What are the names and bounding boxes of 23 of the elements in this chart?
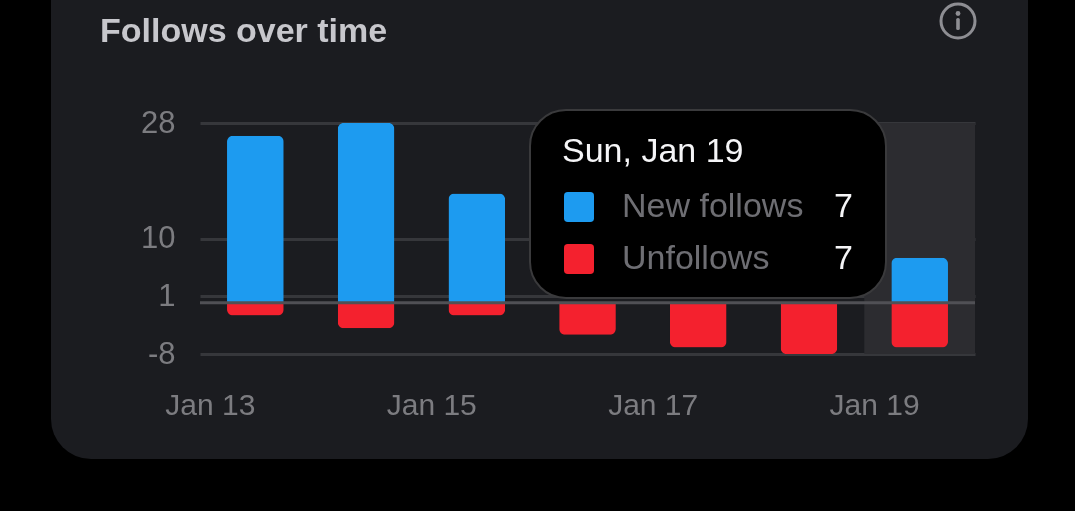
bar <box>337 123 395 303</box>
annotation: 7 <box>834 186 853 224</box>
legend-label: Unfollows <box>622 238 770 276</box>
y-tick-label: 10 <box>141 220 176 255</box>
x-tick-label: Jan 13 <box>165 387 256 421</box>
legend-label: New follows <box>622 186 804 224</box>
annotation: 7 <box>834 238 853 276</box>
x-tick-label: Jan 15 <box>386 387 477 421</box>
bar <box>780 302 838 354</box>
chart-title: Follows over time <box>100 11 388 49</box>
bar <box>891 257 948 303</box>
legend-title: Sun, Jan 19 <box>562 131 744 169</box>
y-tick-label: 28 <box>141 104 176 140</box>
bar <box>891 302 948 348</box>
y-tick-label: -8 <box>147 335 176 371</box>
y-tick-label: 1 <box>158 277 176 313</box>
x-tick-label: Jan 17 <box>608 387 699 421</box>
bar <box>448 193 506 303</box>
bar <box>669 302 727 348</box>
bar <box>559 302 616 335</box>
bar <box>227 135 284 303</box>
bar <box>337 302 395 329</box>
x-tick-label: Jan 19 <box>829 387 920 421</box>
